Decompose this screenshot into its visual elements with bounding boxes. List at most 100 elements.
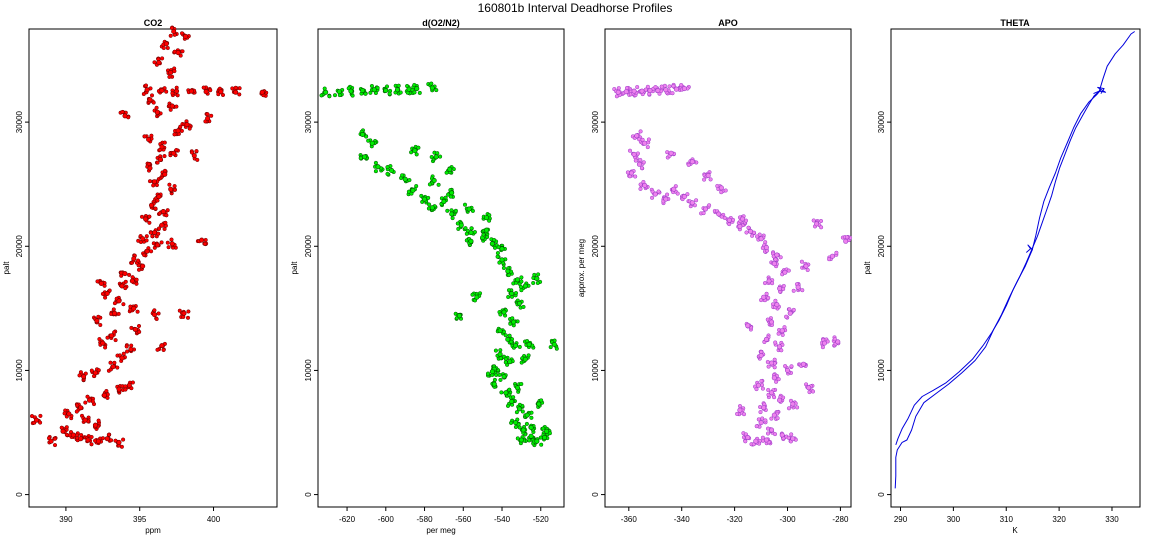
point-apo-24 bbox=[744, 225, 757, 238]
point-co2-40 bbox=[139, 213, 152, 225]
x-tick-label-o2n2-0: -620 bbox=[339, 515, 356, 524]
point-co2-48 bbox=[154, 154, 167, 165]
point-apo-6 bbox=[659, 83, 672, 96]
x-tick-label-apo-4: -280 bbox=[832, 515, 849, 524]
point-co2-58 bbox=[165, 66, 177, 79]
point-co2-14 bbox=[115, 383, 125, 395]
point-o2n2-47 bbox=[517, 424, 528, 437]
point-apo-29 bbox=[780, 267, 791, 277]
point-o2n2-13 bbox=[373, 160, 385, 174]
point-apo-41 bbox=[783, 364, 794, 376]
point-apo-50 bbox=[779, 431, 789, 442]
point-o2n2-56 bbox=[446, 187, 455, 199]
point-co2-52 bbox=[172, 124, 184, 137]
point-co2-55 bbox=[152, 105, 163, 119]
x-tick-label-o2n2-1: -600 bbox=[378, 515, 395, 524]
y-tick-label-apo-3: 30000 bbox=[591, 110, 600, 133]
point-co2-79 bbox=[113, 437, 126, 449]
point-o2n2-28 bbox=[511, 275, 524, 286]
point-o2n2-1 bbox=[332, 87, 345, 98]
point-co2-43 bbox=[153, 192, 163, 203]
point-o2n2-14 bbox=[385, 164, 396, 177]
point-apo-21 bbox=[712, 208, 726, 219]
point-o2n2-59 bbox=[522, 339, 536, 350]
point-co2-2 bbox=[59, 425, 70, 438]
y-tick-label-co2-2: 20000 bbox=[15, 235, 24, 258]
point-o2n2-61 bbox=[524, 421, 537, 435]
point-o2n2-29 bbox=[518, 279, 531, 293]
x-axis-label-o2n2: per meg bbox=[426, 526, 455, 535]
point-co2-44 bbox=[167, 182, 177, 196]
point-apo-22 bbox=[722, 215, 736, 227]
plot-frame-theta bbox=[890, 28, 1141, 508]
point-co2-17 bbox=[89, 367, 101, 379]
point-co2-24 bbox=[91, 314, 103, 328]
point-apo-69 bbox=[799, 259, 811, 273]
x-tick-label-co2-2: 400 bbox=[207, 515, 221, 524]
point-co2-16 bbox=[77, 370, 88, 383]
point-apo-2 bbox=[628, 85, 640, 98]
panel-o2n2: d(O2/N2) per meg palt -620 -600 -580 -560 -5… bbox=[290, 18, 565, 535]
point-apo-68 bbox=[735, 404, 747, 417]
point-co2-49 bbox=[168, 147, 180, 158]
point-co2-74 bbox=[155, 341, 167, 353]
point-apo-46 bbox=[758, 401, 768, 415]
point-apo-55 bbox=[820, 337, 830, 350]
point-co2-7 bbox=[100, 432, 114, 443]
point-apo-42 bbox=[771, 372, 781, 384]
point-co2-6 bbox=[93, 436, 104, 446]
point-o2n2-65 bbox=[470, 291, 483, 303]
y-axis-label-co2: palt bbox=[2, 261, 11, 275]
series-o2n2 bbox=[319, 81, 559, 448]
point-apo-34 bbox=[784, 307, 796, 320]
panel-apo: APO approx. per meg -360 -340 -320 -300 -280… bbox=[577, 18, 853, 524]
x-tick-label-theta-3: 320 bbox=[1052, 515, 1066, 524]
point-apo-13 bbox=[625, 169, 638, 179]
point-o2n2-60 bbox=[548, 338, 559, 351]
point-o2n2-49 bbox=[515, 435, 528, 446]
point-co2-77 bbox=[118, 109, 131, 120]
figure-title: 160801b Interval Deadhorse Profiles bbox=[478, 1, 673, 15]
point-apo-53 bbox=[741, 431, 752, 444]
ticks-theta: 290 300 310 320 330 0 10000 20000 30000 bbox=[877, 110, 1119, 524]
point-co2-31 bbox=[95, 278, 107, 288]
point-co2-78 bbox=[189, 149, 200, 162]
point-co2-65 bbox=[156, 86, 169, 95]
point-apo-40 bbox=[765, 357, 778, 370]
point-co2-20 bbox=[124, 343, 137, 354]
point-co2-67 bbox=[186, 87, 197, 95]
ticks-co2: 390 395 400 0 10000 20000 30000 bbox=[15, 110, 221, 524]
y-tick-label-theta-2: 20000 bbox=[877, 235, 886, 258]
point-co2-37 bbox=[136, 234, 149, 245]
point-apo-66 bbox=[797, 361, 808, 368]
point-co2-60 bbox=[172, 48, 185, 58]
point-o2n2-19 bbox=[439, 195, 449, 208]
point-apo-44 bbox=[766, 387, 778, 400]
point-apo-64 bbox=[737, 214, 749, 226]
point-o2n2-69 bbox=[464, 237, 474, 248]
point-apo-70 bbox=[744, 321, 754, 332]
y-axis-label-o2n2: palt bbox=[290, 261, 299, 275]
point-apo-51 bbox=[760, 435, 773, 446]
point-apo-49 bbox=[765, 426, 778, 437]
point-co2-22 bbox=[105, 329, 118, 343]
point-co2-34 bbox=[129, 253, 141, 265]
point-co2-8 bbox=[62, 408, 74, 421]
x-tick-label-co2-0: 390 bbox=[59, 515, 73, 524]
point-apo-37 bbox=[762, 333, 771, 345]
y-tick-label-apo-1: 10000 bbox=[591, 359, 600, 382]
x-axis-label-co2: ppm bbox=[145, 526, 161, 535]
point-o2n2-53 bbox=[429, 150, 443, 164]
point-apo-8 bbox=[678, 83, 691, 92]
point-apo-19 bbox=[686, 198, 699, 209]
point-co2-75 bbox=[165, 237, 178, 250]
point-apo-57 bbox=[827, 250, 839, 262]
point-co2-62 bbox=[179, 31, 191, 41]
point-co2-18 bbox=[106, 360, 120, 373]
point-o2n2-6 bbox=[393, 83, 403, 96]
point-co2-53 bbox=[180, 119, 193, 131]
point-o2n2-17 bbox=[419, 193, 431, 205]
point-apo-58 bbox=[840, 234, 853, 244]
point-o2n2-32 bbox=[497, 307, 508, 318]
